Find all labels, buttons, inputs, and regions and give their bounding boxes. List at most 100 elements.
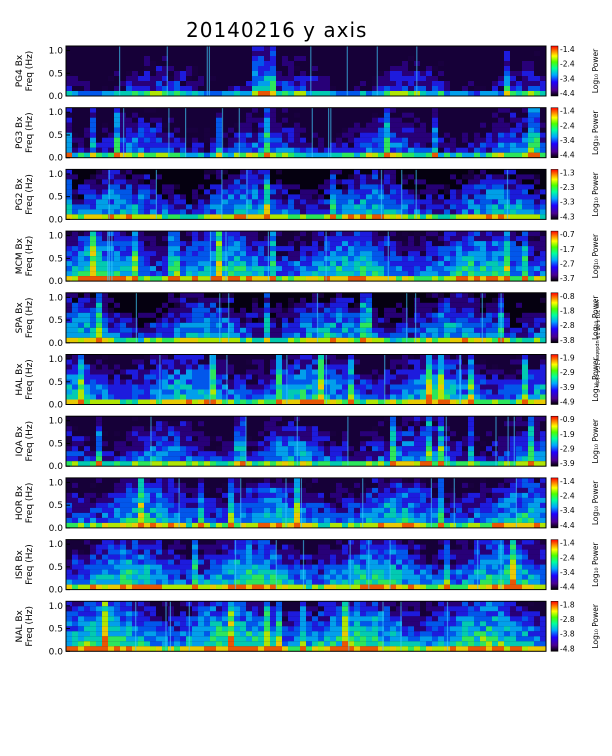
colorbar-tick-label: -1.3 [560,168,575,177]
colorbar-tick-label: -3.8 [560,630,575,639]
colorbar-tick-label: -3.4 [560,74,575,83]
panel-nal: 0.0 0.5 1.0 NAL Bx Freq (Hz) -1.8 -2.8 -3.8 -4.8… [15,600,600,657]
y-tick-label: 1.0 [49,417,64,427]
y-tick-label: 0.0 [49,401,64,411]
panel-isr: 0.0 0.5 1.0 ISR Bx Freq (Hz) -1.4 -2.4 -3.4 -4.4… [15,539,600,596]
colorbar-tick-label: -2.8 [560,615,575,624]
panel-iqa: 0.0 0.5 1.0 IQA Bx Freq (Hz) -0.9 -1.9 -2.9 -3.9… [15,415,600,472]
panel-spa: 0.0 0.5 1.0 SPA Bx Freq (Hz) -0.8 -1.8 -2.8 -3.8… [15,292,600,349]
y-tick-label: 0.5 [49,193,63,203]
colorbar [550,601,559,652]
freq-axis-label: Freq (Hz) [25,359,35,400]
station-label: HOR Bx [15,485,25,520]
colorbar-label: Log₁₀ Power [591,418,600,463]
y-tick-label: 0.5 [49,131,63,141]
colorbar-label: Log₁₀ Power [591,48,600,93]
y-tick-label: 0.0 [49,92,64,102]
station-label: MCM Bx [15,237,25,274]
colorbar-tick-label: -0.7 [560,230,575,239]
y-tick-label: 0.5 [49,563,63,573]
freq-axis-label: Freq (Hz) [25,112,35,153]
y-tick-label: 0.5 [49,501,63,511]
colorbar-tick-label: -2.7 [560,259,575,268]
y-tick-label: 0.0 [49,462,64,472]
colorbar-tick-label: -2.4 [560,492,575,501]
panel-mcm: 0.0 0.5 1.0 MCM Bx Freq (Hz) -0.7 -1.7 -2.7 -3.7… [15,230,600,287]
panel-hal: 0.0 0.5 1.0 HAL Bx Freq (Hz) -1.9 -2.9 -3.9 -4.9… [15,354,600,411]
colorbar-tick-label: -1.4 [560,45,575,54]
colorbar-tick-label: -3.9 [560,459,575,468]
freq-axis-label: Freq (Hz) [25,544,35,585]
colorbar-tick-label: -4.4 [560,583,575,592]
colorbar-label: Log₁₀ Power [591,541,600,586]
y-tick-label: 1.0 [49,47,64,57]
y-tick-label: 0.5 [49,439,63,449]
colorbar-label: Log₁₀ Power [591,295,600,340]
freq-axis-label: Freq (Hz) [25,606,35,647]
freq-axis-label: Freq (Hz) [25,421,35,462]
y-tick-label: 0.0 [49,339,64,349]
colorbar-tick-label: -2.9 [560,445,575,454]
y-tick-label: 0.0 [49,524,64,534]
station-label: PG2 Bx [15,177,25,210]
y-tick-label: 0.0 [49,277,64,287]
station-label: IQA Bx [15,425,25,456]
freq-axis-label: Freq (Hz) [25,483,35,524]
colorbar [550,107,559,158]
colorbar-tick-label: -1.9 [560,430,575,439]
colorbar-tick-label: -3.3 [560,198,575,207]
colorbar [550,477,559,529]
station-label: NAL Bx [15,609,25,642]
colorbar-tick-label: -4.3 [560,212,575,221]
station-label: HAL Bx [15,363,25,396]
colorbar-tick-label: -1.8 [560,306,575,315]
panel-pg4: 0.0 0.5 1.0 PG4 Bx Freq (Hz) -1.4 -2.4 -3.4 -4.4… [15,45,600,102]
colorbar-tick-label: -4.4 [560,89,575,98]
panel-hor: 0.0 0.5 1.0 HOR Bx Freq (Hz) -1.4 -2.4 -3.4 -4.4… [15,477,600,534]
y-tick-label: 1.0 [49,108,64,118]
y-tick-label: 1.0 [49,232,64,242]
y-tick-label: 1.0 [49,602,64,612]
colorbar-label: Log₁₀ Power [591,603,600,648]
colorbar-label: Log₁₀ Power [591,171,600,216]
freq-axis-label: Freq (Hz) [25,236,35,277]
colorbar-tick-label: -3.9 [560,383,575,392]
freq-axis-label: Freq (Hz) [25,174,35,215]
colorbar-tick-label: -3.4 [560,568,575,577]
colorbar-tick-label: -1.4 [560,539,575,548]
colorbar-tick-label: -1.8 [560,600,575,609]
colorbar-tick-label: -4.4 [560,151,575,160]
station-label: SPA Bx [15,302,25,334]
y-tick-label: 0.5 [49,69,63,79]
y-tick-label: 0.0 [49,154,64,164]
colorbar-tick-label: -0.8 [560,292,575,301]
station-label: ISR Bx [15,549,25,579]
freq-axis-label: Freq (Hz) [25,51,35,92]
colorbar-tick-label: -3.7 [560,274,575,283]
colorbar-tick-label: -4.8 [560,644,575,653]
colorbar [550,45,559,97]
colorbar-tick-label: -0.9 [560,415,575,424]
colorbar-tick-label: -2.3 [560,183,575,192]
colorbar [550,230,559,282]
y-tick-label: 0.5 [49,378,63,388]
colorbar-tick-label: -4.9 [560,398,575,407]
colorbar-tick-label: -2.8 [560,321,575,330]
colorbar-label: Log₁₀ Power [591,233,600,278]
y-tick-label: 1.0 [49,355,64,365]
y-tick-label: 1.0 [49,540,64,550]
colorbar-tick-label: -3.8 [560,336,575,345]
freq-axis-label: Freq (Hz) [25,297,35,338]
y-tick-label: 0.5 [49,316,63,326]
colorbar-tick-label: -3.4 [560,136,575,145]
colorbar-label: Log₁₀ Power [591,110,600,155]
colorbar [550,415,559,467]
colorbar [550,292,559,344]
station-label: PG4 Bx [15,54,25,87]
page-title: 20140216 y axis [186,18,368,42]
colorbar-tick-label: -3.4 [560,506,575,515]
y-tick-label: 1.0 [49,478,64,488]
colorbar-tick-label: -1.4 [560,107,575,116]
side-note: ver 2014-02-19 updated 1G4 plots [594,300,600,387]
